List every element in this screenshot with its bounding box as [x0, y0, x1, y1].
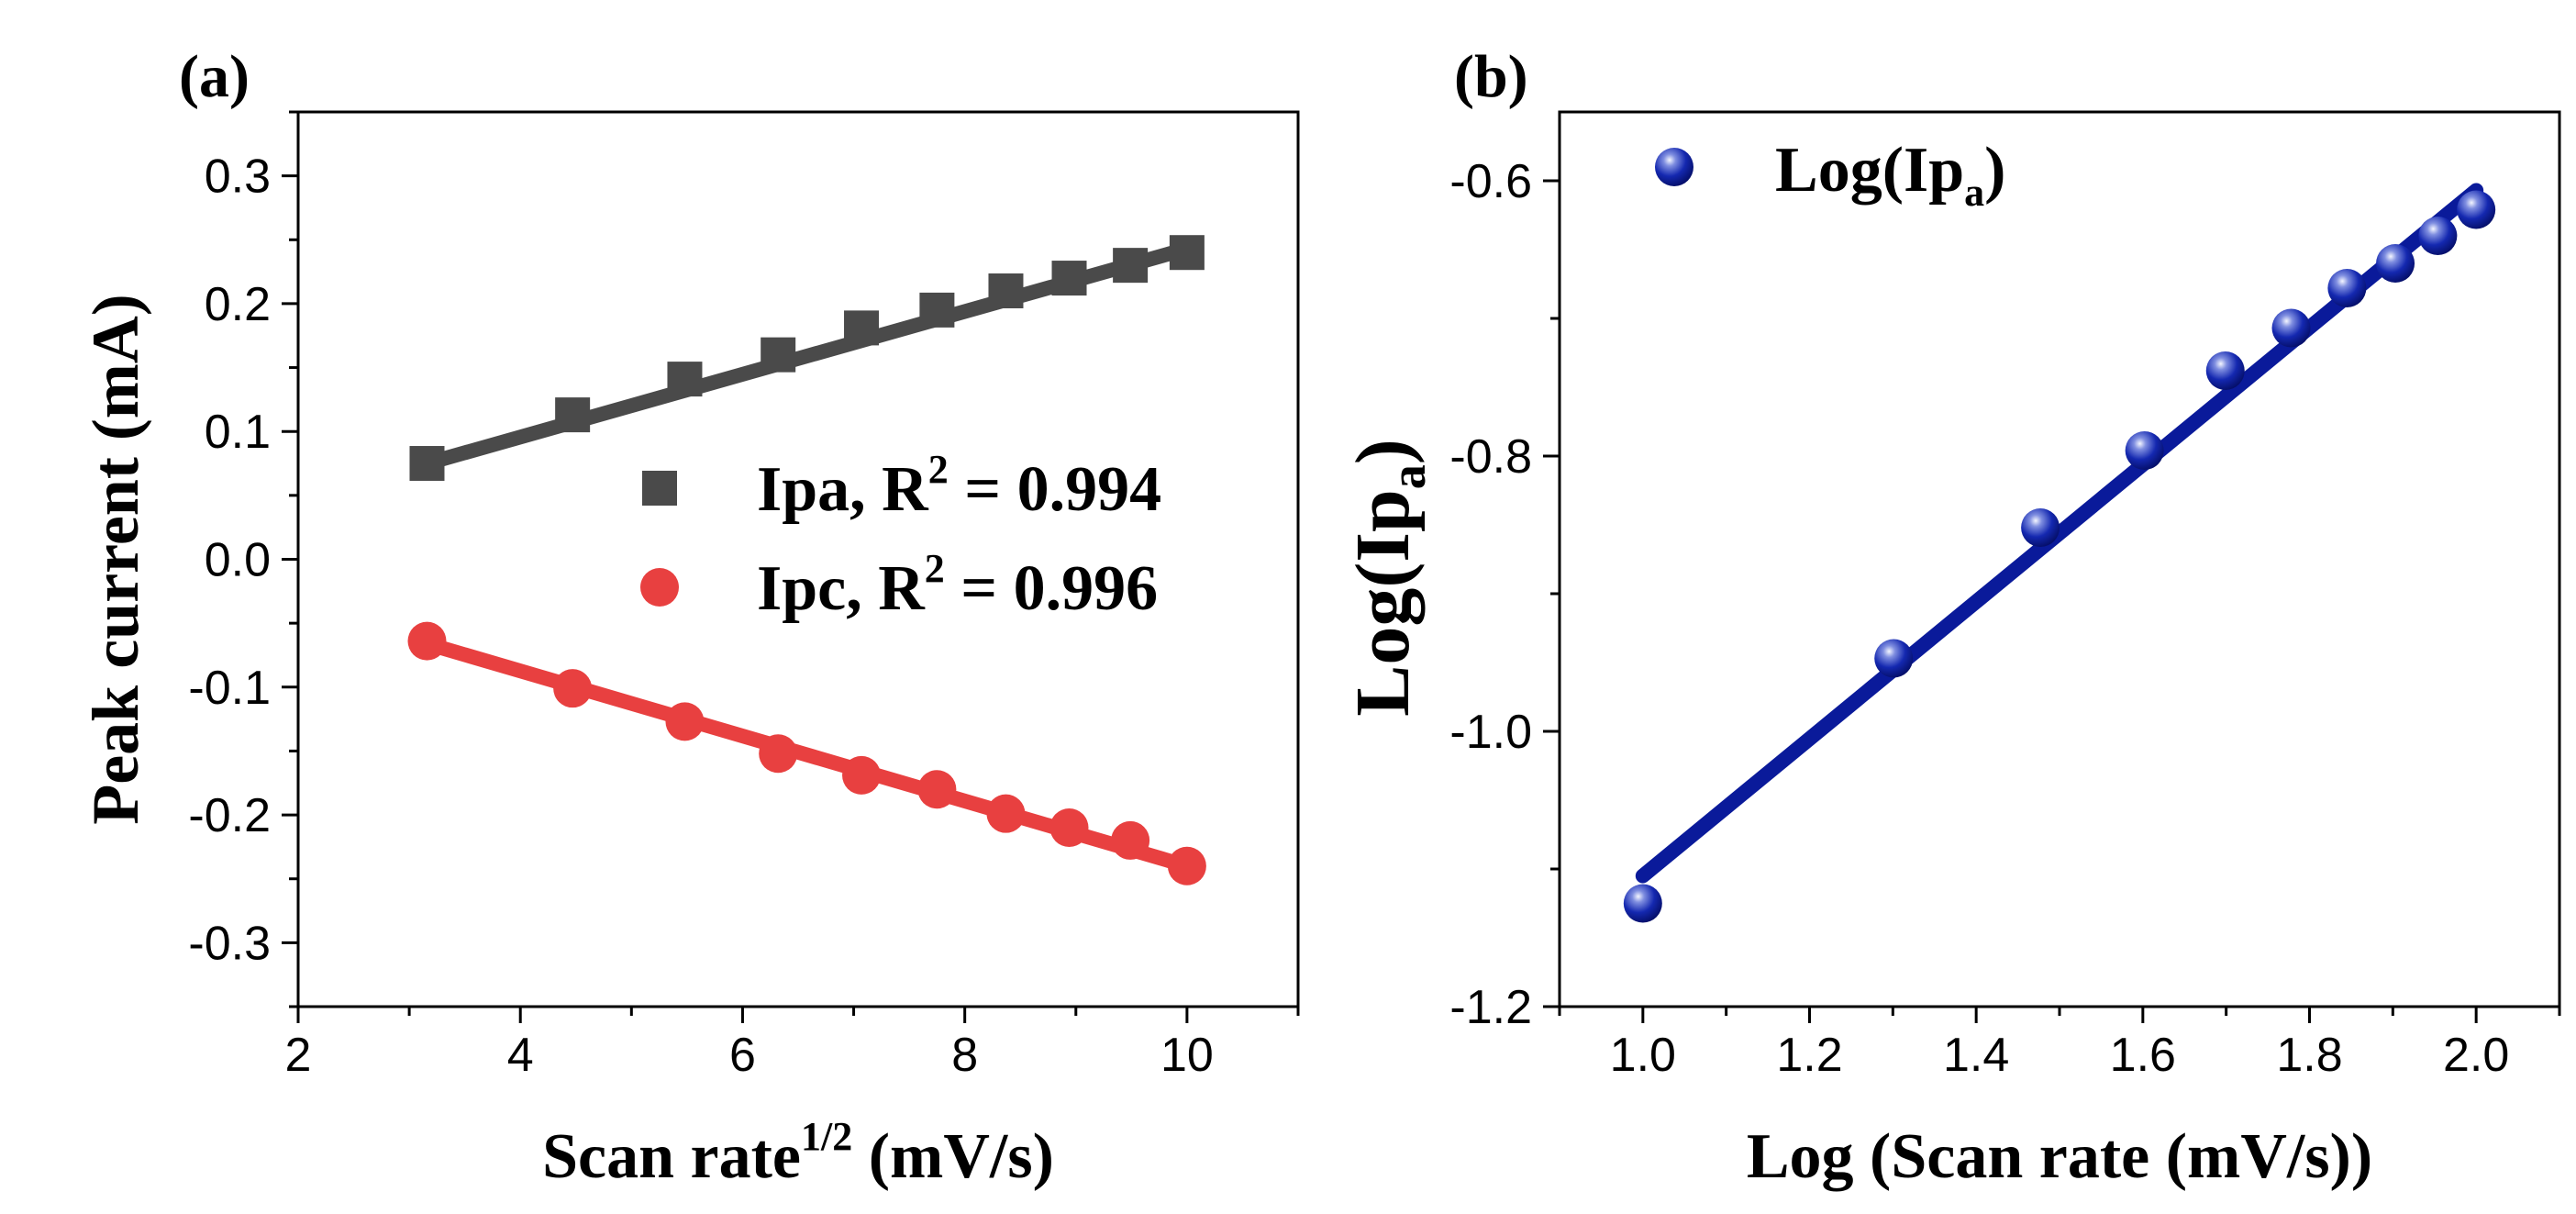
data-point — [917, 770, 957, 809]
data-point — [409, 446, 445, 482]
data-point — [407, 621, 447, 661]
data-point — [2457, 190, 2496, 229]
panel-label: (b) — [1454, 43, 1528, 110]
legend-label: Ipc, R2 = 0.996 — [757, 546, 1158, 624]
data-point — [1049, 808, 1089, 847]
data-point — [759, 734, 798, 774]
legend-marker-circle — [640, 568, 679, 607]
y-axis-title-sub: a — [1381, 464, 1436, 489]
data-point — [667, 362, 703, 397]
x-axis-title-sup: 1/2 — [801, 1114, 852, 1159]
legend-label-sup: 2 — [928, 447, 949, 492]
data-point — [555, 397, 591, 433]
y-axis-title-close: ) — [1340, 439, 1426, 464]
legend-label-close: ) — [1984, 135, 2005, 206]
x-axis-title-unit: (mV/s) — [869, 1121, 1054, 1192]
data-point — [2327, 269, 2367, 307]
data-point — [1111, 820, 1150, 860]
y-axis-title: Log(Ipa) — [1340, 439, 1436, 716]
data-point — [2205, 351, 2245, 390]
y-tick-label: -0.1 — [188, 662, 271, 715]
y-tick-label: -1.2 — [1449, 981, 1532, 1034]
x-axis-title-main: Scan rate — [542, 1121, 801, 1192]
legend-marker-square — [642, 471, 677, 506]
y-tick-label: 0.1 — [205, 406, 271, 459]
legend-label-sub: a — [1964, 170, 1984, 215]
y-tick-label: 0.2 — [205, 278, 271, 331]
x-tick-label: 2.0 — [2443, 1029, 2509, 1082]
data-point — [553, 669, 593, 708]
legend-label-value: = 0.994 — [949, 454, 1161, 525]
y-tick-label: -0.8 — [1449, 430, 1532, 484]
data-point — [665, 702, 705, 741]
legend-label-value: = 0.996 — [945, 553, 1158, 624]
legend-label-sup: 2 — [925, 546, 945, 591]
y-tick-label: -0.3 — [188, 917, 271, 970]
data-point — [761, 337, 796, 373]
y-tick-label: -0.2 — [188, 789, 271, 842]
data-point — [1169, 235, 1205, 271]
x-axis-title: Log (Scan rate (mV/s)) — [1747, 1121, 2372, 1192]
x-tick-label: 10 — [1160, 1029, 1214, 1082]
series-log-ipa- — [1623, 183, 2496, 923]
legend-marker-sphere — [1655, 148, 1693, 186]
data-point — [842, 755, 882, 795]
legend-label-main: Ipa, R — [757, 454, 929, 525]
y-tick-label: 0.3 — [205, 150, 271, 204]
x-tick-label: 1.4 — [1943, 1029, 2009, 1082]
x-tick-label: 2 — [285, 1029, 312, 1082]
data-point — [844, 310, 880, 346]
data-point — [1874, 639, 1914, 678]
data-point — [2376, 244, 2415, 283]
legend-label-main: Ipc, R — [757, 553, 926, 624]
x-tick-label: 8 — [951, 1029, 978, 1082]
x-tick-label: 1.0 — [1610, 1029, 1676, 1082]
x-tick-label: 1.8 — [2276, 1029, 2342, 1082]
data-point — [2021, 508, 2060, 547]
y-tick-label: -1.0 — [1449, 706, 1532, 759]
chart-panel-a: 2 4 6 8 10 -0.3 -0.2 -0.1 0.0 0.1 0.2 0.3 (a) Scan ra… — [79, 43, 1300, 1192]
series-ipa — [409, 235, 1205, 482]
x-tick-label: 6 — [729, 1029, 756, 1082]
data-point — [2271, 308, 2311, 348]
y-axis-title-main: Log(Ip — [1340, 489, 1426, 716]
data-point — [2125, 431, 2164, 470]
x-tick-label: 1.2 — [1776, 1029, 1842, 1082]
legend: Log(Ipa) — [1655, 135, 2005, 215]
data-point — [988, 273, 1024, 308]
y-tick-label: -0.6 — [1449, 155, 1532, 208]
chart-panel-b: 1.0 1.2 1.4 1.6 1.8 2.0 -1.2 -1.0 -0.8 -0.6 (b) Log… — [1340, 43, 2561, 1192]
x-axis-title: Scan rate1/2 (mV/s) — [542, 1114, 1054, 1192]
legend-label: Log(Ipa) — [1775, 135, 2005, 215]
data-point — [1167, 846, 1206, 885]
legend-label: Ipa, R2 = 0.994 — [757, 447, 1161, 525]
x-tick-label: 1.6 — [2110, 1029, 2176, 1082]
data-point — [1113, 248, 1149, 284]
panel-label: (a) — [179, 43, 250, 110]
y-axis-title: Peak current (mA) — [79, 294, 152, 825]
data-point — [2418, 217, 2458, 255]
data-point — [1623, 884, 1662, 923]
series-ipc — [407, 621, 1206, 885]
legend-label-main: Log(Ip — [1775, 135, 1964, 206]
data-point — [1051, 261, 1087, 296]
y-tick-label: 0.0 — [205, 534, 271, 587]
data-point — [986, 794, 1026, 833]
x-tick-label: 4 — [507, 1029, 534, 1082]
data-point — [919, 292, 955, 328]
